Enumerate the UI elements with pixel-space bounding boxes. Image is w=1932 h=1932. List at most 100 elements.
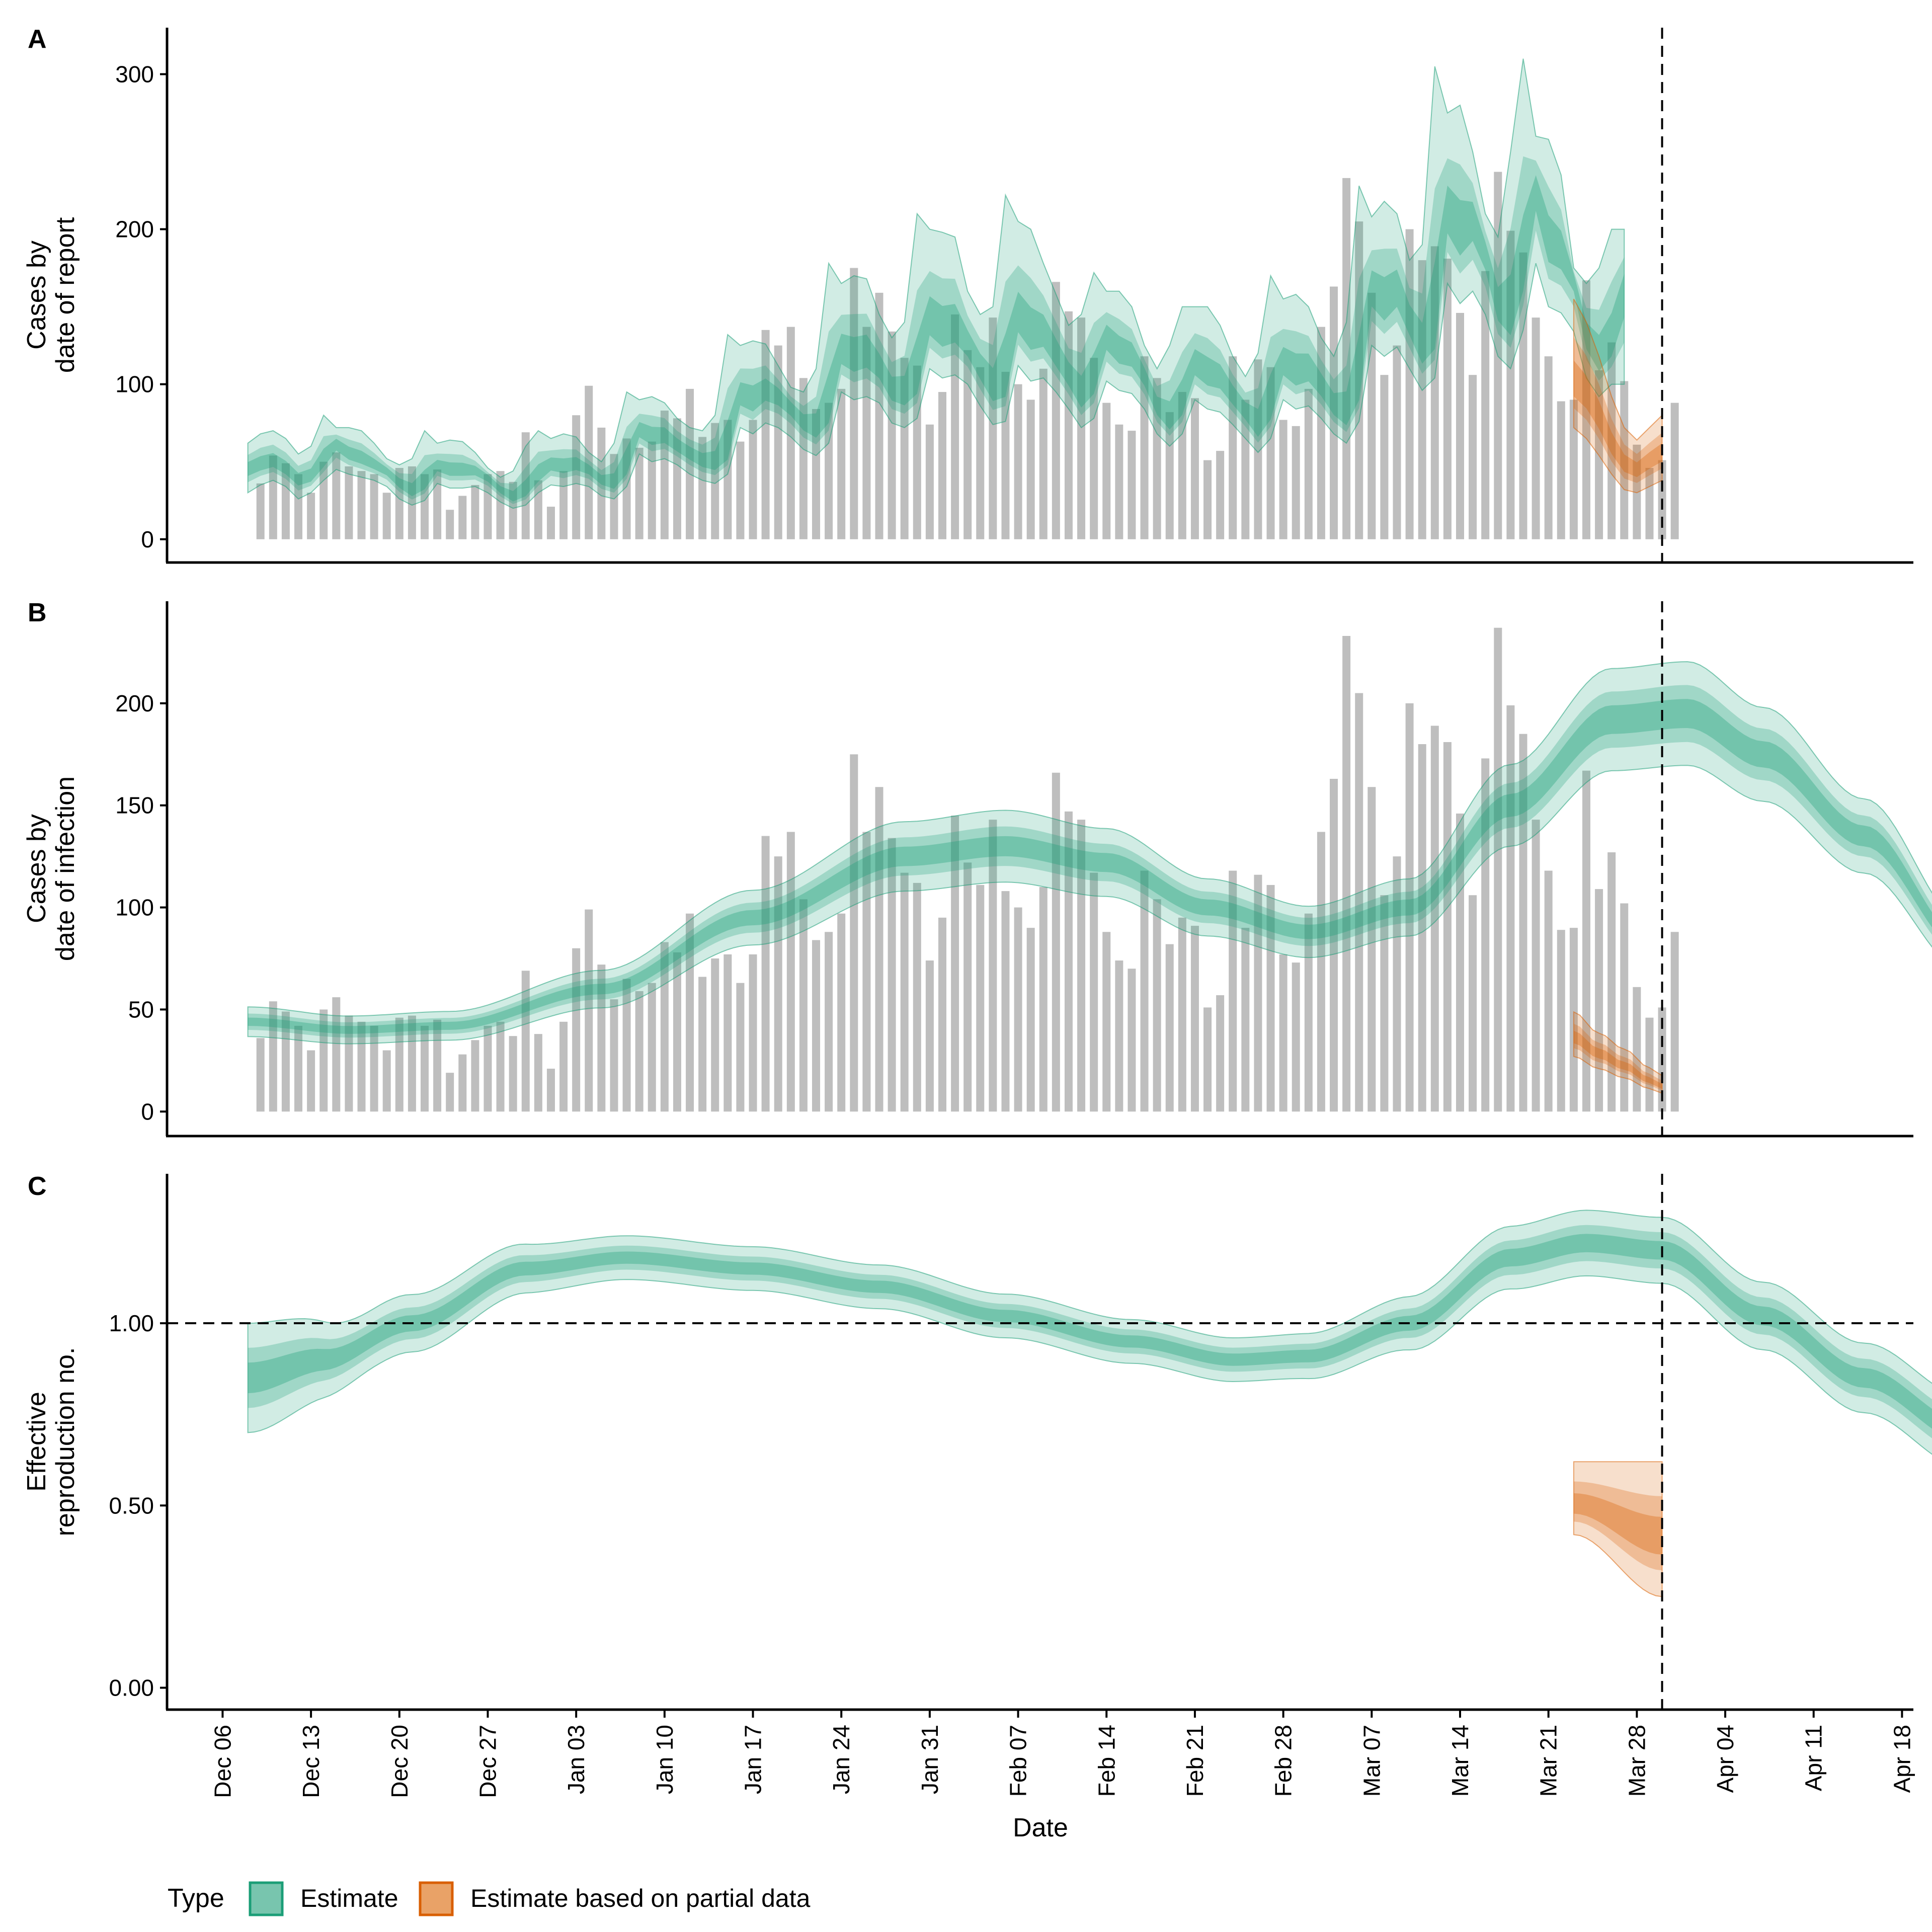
bar: [433, 1019, 442, 1112]
bar: [610, 454, 618, 539]
bar: [370, 474, 378, 539]
bar: [1355, 221, 1363, 539]
bar: [1607, 852, 1616, 1112]
bar: [1304, 388, 1313, 539]
bar: [989, 317, 997, 539]
estimate-band-50: [248, 156, 1625, 504]
bar: [660, 942, 669, 1112]
bar: [1620, 903, 1629, 1112]
bar: [1317, 327, 1325, 539]
bar: [1026, 928, 1035, 1112]
x-tick-label: Jan 10: [652, 1725, 678, 1794]
x-tick-label: Apr 11: [1801, 1725, 1827, 1791]
bar: [471, 485, 479, 539]
bar: [1557, 930, 1565, 1112]
bar: [635, 447, 643, 539]
bar: [1090, 358, 1098, 539]
bar: [420, 474, 429, 539]
x-tick-label: Feb 28: [1270, 1725, 1297, 1797]
bar: [648, 441, 656, 539]
bar: [1102, 932, 1111, 1112]
bar: [761, 836, 770, 1112]
y-axis-title-line: date of report: [51, 217, 80, 373]
bar: [1229, 356, 1237, 539]
panel-b: B Cases bydate of infection 0 50 100 150 200: [22, 598, 1932, 1138]
bar: [698, 437, 707, 539]
bar: [1645, 1017, 1654, 1112]
bar: [761, 330, 770, 539]
bar: [1241, 928, 1250, 1112]
bar: [749, 954, 757, 1112]
bar: [1102, 403, 1111, 539]
bar: [1430, 726, 1439, 1112]
bar: [938, 392, 946, 539]
x-tick-label: Jan 03: [563, 1725, 589, 1794]
y-axis-title-line: reproduction no.: [51, 1347, 80, 1537]
y-axis-title: Effectivereproduction no.: [22, 1347, 80, 1537]
bar: [622, 979, 631, 1112]
x-tick-label: Jan 31: [917, 1725, 943, 1794]
x-axis-title: Date: [1013, 1813, 1068, 1842]
bar: [1443, 742, 1452, 1112]
bar: [774, 856, 782, 1112]
legend-title: Type: [168, 1884, 224, 1913]
x-tick-label: Mar 14: [1447, 1725, 1473, 1797]
bar: [458, 496, 467, 539]
bar: [332, 452, 341, 539]
bar: [585, 909, 593, 1112]
bar: [382, 493, 391, 539]
x-tick-label: Jan 17: [740, 1725, 766, 1794]
x-tick-label: Apr 18: [1889, 1725, 1915, 1793]
estimate-band-90: [247, 58, 1625, 509]
bar: [1254, 359, 1262, 539]
bar: [1418, 744, 1426, 1112]
x-tick-label: Apr 04: [1712, 1725, 1738, 1793]
bar: [1367, 787, 1376, 1112]
x-tick-label: Dec 20: [386, 1725, 413, 1798]
estimate-band-20: [248, 175, 1625, 502]
bar: [307, 493, 315, 539]
bar: [281, 1011, 290, 1112]
bar: [875, 292, 883, 539]
bar: [1090, 872, 1098, 1112]
bar: [1014, 384, 1022, 539]
estimate-band-50: [248, 1225, 1932, 1438]
bar: [496, 471, 505, 539]
partial-estimate-band-20: [1573, 1030, 1662, 1089]
y-tick-label: 0: [141, 526, 154, 552]
bar: [1418, 260, 1426, 539]
bar: [1153, 378, 1161, 539]
panel-label: B: [28, 598, 47, 627]
y-axis-title: Cases bydate of infection: [22, 776, 80, 961]
bar: [1128, 431, 1136, 539]
bar: [1494, 627, 1502, 1112]
bar: [1254, 874, 1262, 1112]
estimate-band-90: [247, 661, 1932, 1044]
bar: [458, 1054, 467, 1112]
legend-key-partial: [419, 1881, 454, 1916]
bar: [382, 1050, 391, 1112]
bar: [812, 409, 821, 539]
bar: [989, 820, 997, 1112]
bar: [1001, 891, 1010, 1112]
y-axis-title-line: Cases by: [22, 240, 51, 350]
legend-label-estimate: Estimate: [300, 1884, 398, 1912]
bar: [648, 983, 656, 1112]
bar: [913, 882, 921, 1112]
bar: [1544, 356, 1553, 539]
bar: [521, 971, 530, 1112]
x-tick-label: Dec 13: [298, 1725, 324, 1798]
partial-estimate-band-50: [1573, 1481, 1662, 1571]
y-tick-label: 200: [115, 690, 154, 716]
y-tick-label: 0.50: [109, 1492, 154, 1518]
bar: [1355, 693, 1363, 1112]
bar: [585, 385, 593, 539]
bar: [749, 420, 757, 539]
bar: [408, 466, 416, 539]
bar: [357, 1021, 366, 1112]
bar: [1216, 995, 1225, 1112]
bar: [1128, 969, 1136, 1112]
bar: [1380, 895, 1389, 1112]
bar: [1569, 399, 1578, 539]
legend: Type Estimate Estimate based on partial …: [168, 1881, 811, 1916]
